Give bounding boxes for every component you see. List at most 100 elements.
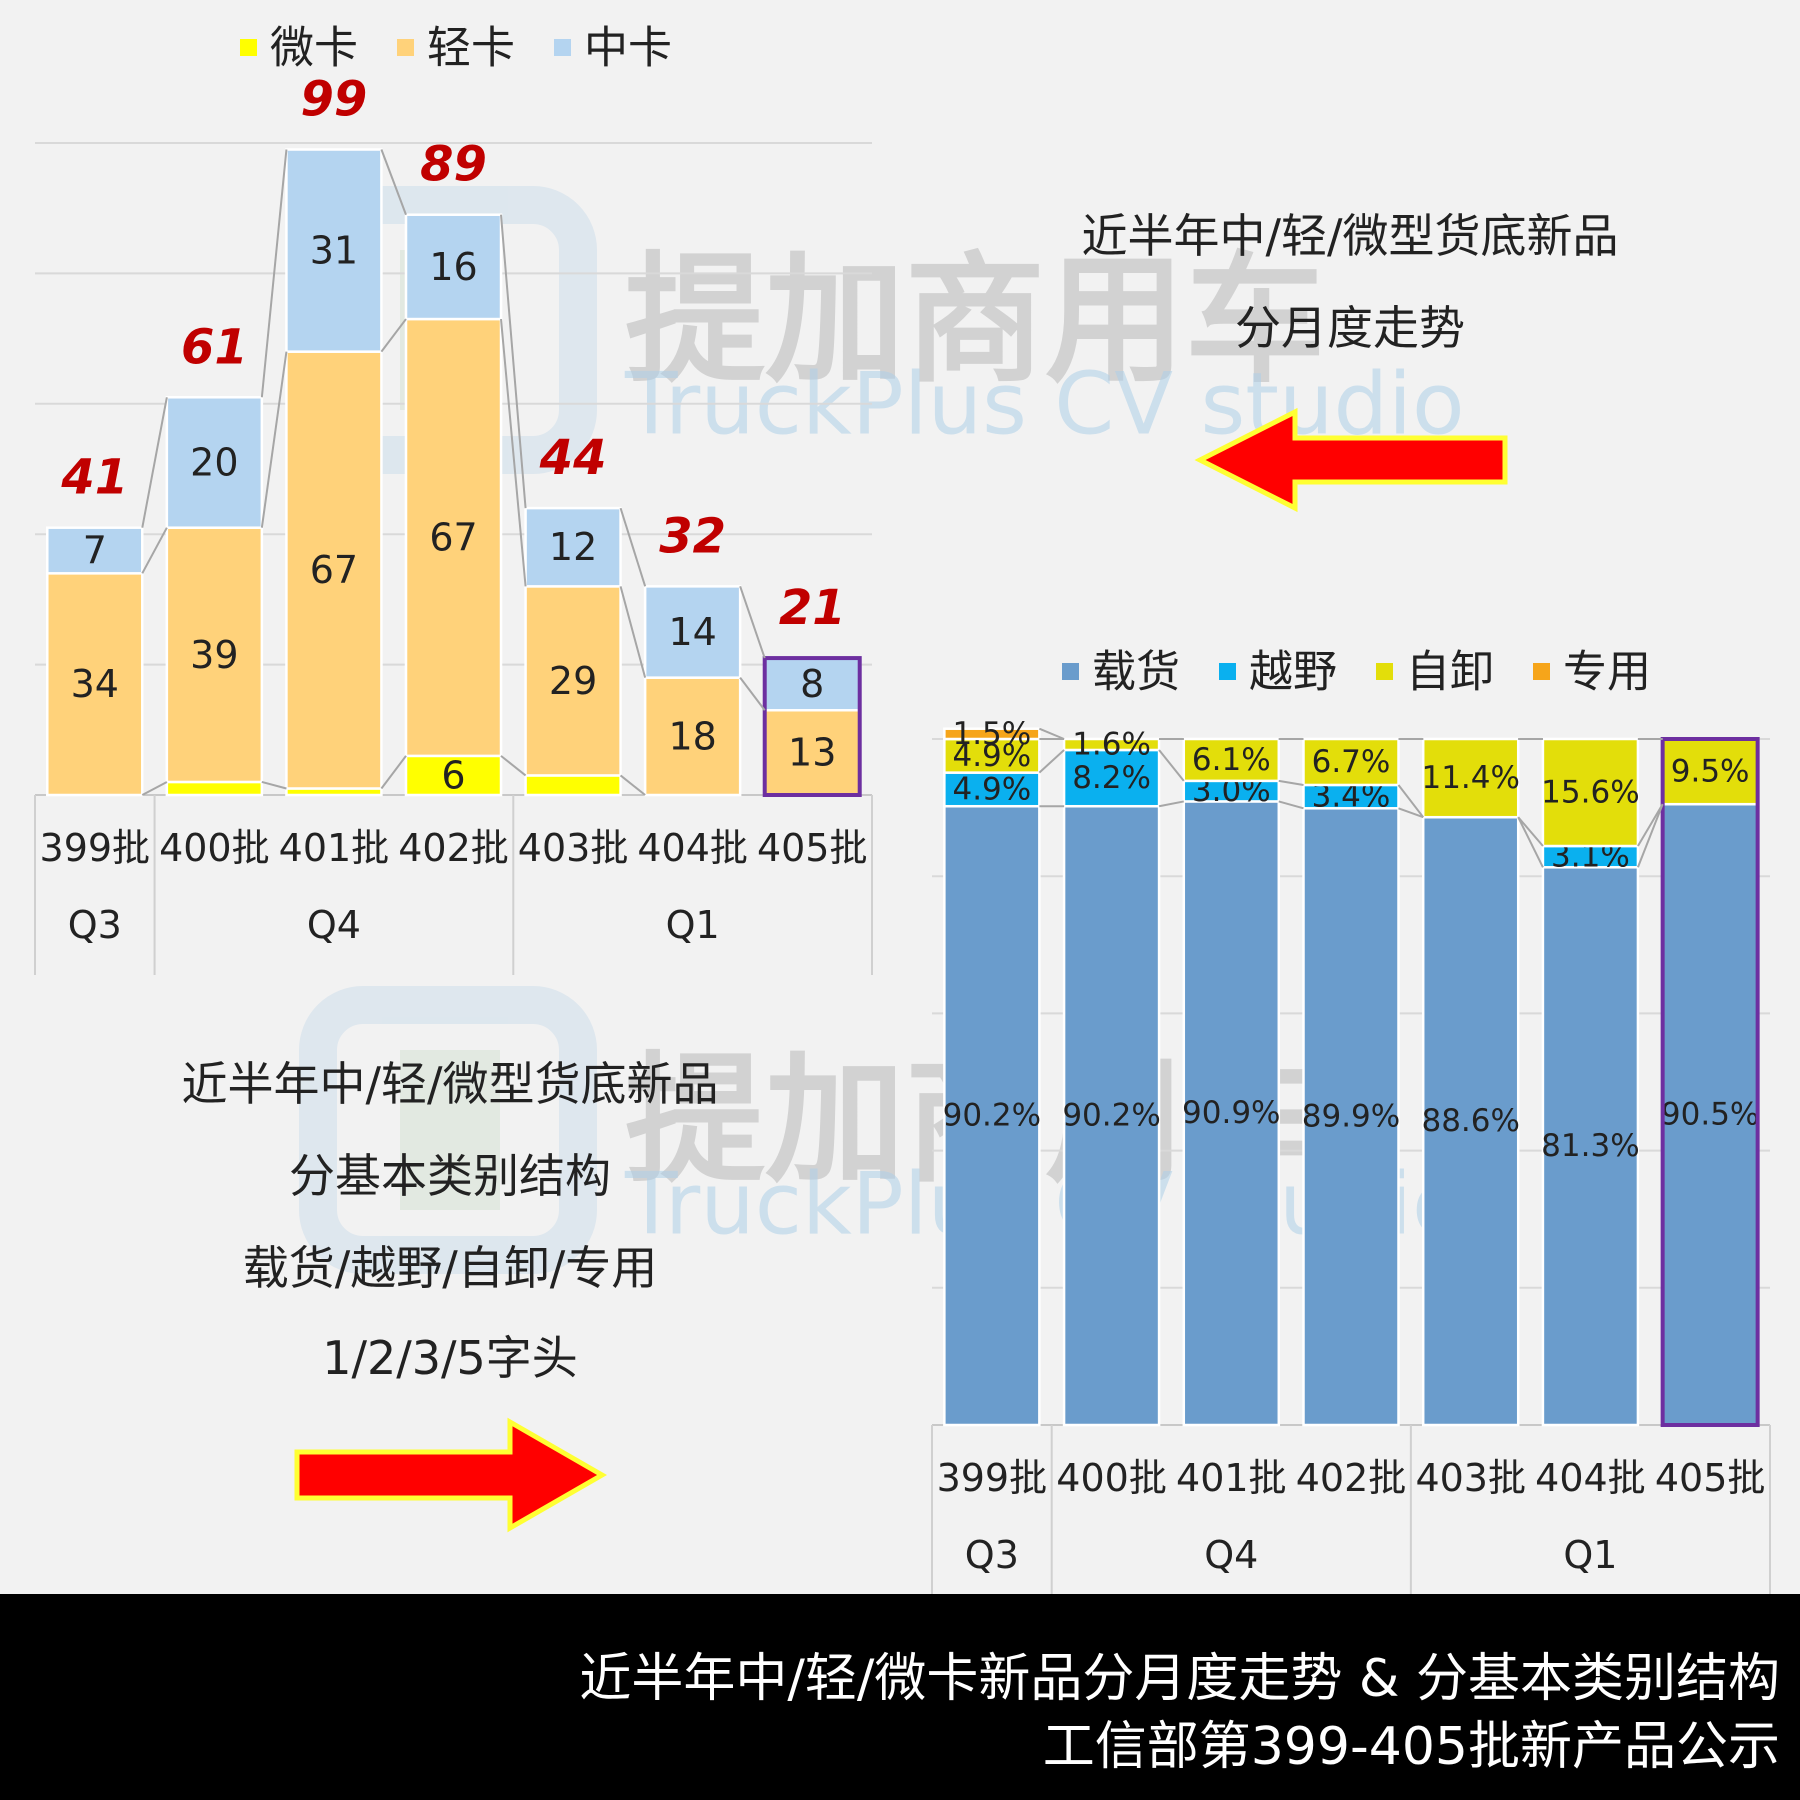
- legend-swatch-1: [397, 39, 414, 56]
- bar-segment-载货: [1062, 804, 1161, 1427]
- series-connector: [260, 149, 288, 398]
- series-connector: [141, 781, 168, 796]
- legend-label-2: 自卸: [1406, 647, 1494, 698]
- highlight-outline: [762, 656, 862, 798]
- series-connector: [1637, 803, 1664, 847]
- series-connector: [500, 214, 527, 509]
- total-label: 89: [420, 137, 487, 193]
- bar-segment-中卡: [524, 506, 622, 588]
- data-label: 90.9%: [1182, 1095, 1280, 1131]
- data-label: 67: [429, 515, 477, 559]
- series-connector: [1038, 749, 1065, 774]
- category-label: 402批: [1296, 1456, 1407, 1500]
- legend-swatch-2: [554, 39, 571, 56]
- legend-swatch-0: [240, 39, 257, 56]
- series-connector: [619, 586, 647, 678]
- total-label: 61: [181, 319, 248, 375]
- series-connector: [1158, 800, 1184, 808]
- legend-swatch-2: [1376, 663, 1393, 680]
- data-label: 13: [788, 731, 836, 775]
- bar-segment-载货: [1182, 800, 1281, 1427]
- data-label: 1.5%: [952, 716, 1031, 752]
- category-label: 403批: [1415, 1456, 1526, 1500]
- category-label: 400批: [1056, 1456, 1167, 1500]
- watermark-logo-block: [400, 1050, 500, 1210]
- data-label: 89.9%: [1302, 1099, 1400, 1135]
- category-label: 404批: [637, 826, 748, 870]
- data-label: 16: [429, 245, 477, 289]
- bar-segment-自卸: [1062, 737, 1161, 752]
- data-label: 6: [441, 753, 465, 797]
- series-connector: [619, 507, 647, 587]
- data-label: 6.7%: [1312, 744, 1391, 780]
- data-label: 7: [83, 529, 107, 573]
- bar-segment-自卸: [1182, 737, 1281, 783]
- group-label: Q1: [1563, 1533, 1617, 1577]
- bar-segment-中卡: [643, 585, 742, 679]
- bar-segment-微卡: [165, 780, 264, 797]
- right-arrow-icon: [294, 1417, 608, 1533]
- structure-caption-line3: 载货/越野/自卸/专用: [242, 1241, 658, 1295]
- group-label: Q3: [965, 1533, 1019, 1577]
- data-label: 4.9%: [952, 738, 1031, 774]
- structure-caption-line1: 近半年中/轻/微型货底新品: [181, 1057, 719, 1111]
- footer-bar: 近半年中/轻/微卡新品分月度走势 & 分基本类别结构 工信部第399-405批新…: [0, 1594, 1800, 1800]
- bar-segment-轻卡: [763, 708, 861, 797]
- bar-segment-中卡: [285, 148, 383, 353]
- bar-segment-轻卡: [524, 585, 622, 777]
- bar-segment-轻卡: [285, 350, 383, 790]
- bar-segment-载货: [1661, 802, 1759, 1427]
- bar-segment-载货: [1421, 815, 1520, 1427]
- data-label: 1.6%: [1072, 726, 1151, 762]
- total-label: 21: [779, 580, 846, 636]
- series-connector: [1517, 816, 1544, 868]
- total-label: 41: [60, 450, 128, 506]
- series-connector: [141, 397, 168, 528]
- data-label: 12: [549, 525, 597, 569]
- series-connector: [739, 586, 766, 659]
- left-arrow-icon: [1194, 407, 1508, 513]
- series-connector: [380, 318, 407, 353]
- data-label: 90.2%: [1062, 1098, 1160, 1134]
- data-label: 20: [190, 440, 238, 484]
- bar-segment-载货: [1541, 866, 1640, 1427]
- data-label: 81.3%: [1541, 1128, 1639, 1164]
- bar-segment-自卸: [1421, 737, 1520, 819]
- bar-segment-自卸: [943, 737, 1041, 774]
- data-label: 31: [310, 229, 358, 273]
- group-label: Q4: [307, 903, 361, 947]
- bar-segment-轻卡: [46, 572, 144, 797]
- series-connector: [141, 527, 168, 574]
- highlight-outline: [1660, 737, 1760, 1427]
- data-label: 8: [800, 662, 824, 706]
- legend-label-0: 微卡: [270, 23, 358, 74]
- watermark-logo-frame: [299, 986, 597, 1274]
- category-label: 401批: [1176, 1456, 1287, 1500]
- data-label: 8.2%: [1072, 760, 1151, 796]
- group-label: Q1: [666, 903, 720, 947]
- data-label: 6.1%: [1192, 742, 1271, 778]
- category-label: 400批: [159, 826, 270, 870]
- series-connector: [739, 677, 766, 711]
- series-connector: [619, 774, 646, 796]
- legend-swatch-0: [1062, 663, 1079, 680]
- bar-segment-轻卡: [643, 676, 742, 797]
- footer-title: 近半年中/轻/微卡新品分月度走势 & 分基本类别结构: [579, 1649, 1780, 1709]
- legend-label-3: 专用: [1563, 647, 1651, 698]
- data-label: 4.9%: [952, 771, 1031, 807]
- legend-label-1: 轻卡: [427, 23, 515, 74]
- series-connector: [1397, 784, 1425, 818]
- trend-caption-line1: 近半年中/轻/微型货底新品: [1081, 209, 1619, 263]
- group-label: Q3: [68, 903, 122, 947]
- data-label: 88.6%: [1421, 1103, 1519, 1139]
- legend-label-1: 越野: [1249, 647, 1337, 698]
- series-connector: [1278, 800, 1304, 810]
- bar-segment-中卡: [404, 213, 503, 321]
- category-label: 401批: [279, 826, 390, 870]
- watermark-logo: [299, 986, 597, 1274]
- total-label: 44: [539, 430, 607, 486]
- trend-caption-line2: 分月度走势: [1235, 301, 1465, 355]
- series-connector: [1278, 779, 1304, 786]
- bar-segment-自卸: [1661, 737, 1759, 806]
- series-connector: [1038, 727, 1065, 740]
